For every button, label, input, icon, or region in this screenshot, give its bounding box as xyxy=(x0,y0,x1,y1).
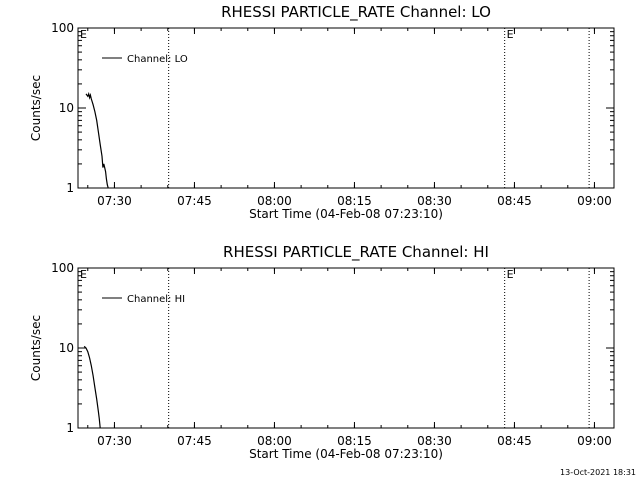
x-tick-label: 07:45 xyxy=(177,434,212,448)
x-tick-label: 08:15 xyxy=(337,434,372,448)
event-marker-label: E xyxy=(507,268,514,281)
footer-timestamp: 13-Oct-2021 18:31 xyxy=(560,468,636,477)
legend-entry: Channel: LO xyxy=(127,54,188,65)
x-tick-label: 08:00 xyxy=(257,434,292,448)
y-tick-label: 1 xyxy=(66,421,74,435)
x-axis-label: Start Time (04-Feb-08 07:23:10) xyxy=(249,447,443,461)
event-marker-label: E xyxy=(507,28,514,41)
y-tick-label: 10 xyxy=(59,101,74,115)
y-tick-label: 1 xyxy=(66,181,74,195)
event-marker-label: E xyxy=(80,268,87,281)
series-line-1 xyxy=(85,91,109,189)
chart-title: RHESSI PARTICLE_RATE Channel: LO xyxy=(221,3,491,22)
x-tick-label: 07:30 xyxy=(97,194,132,208)
y-tick-label: 100 xyxy=(51,21,74,35)
x-tick-label: 08:30 xyxy=(417,434,452,448)
y-tick-label: 10 xyxy=(59,341,74,355)
y-axis-label: Counts/sec xyxy=(29,315,43,381)
x-tick-label: 08:45 xyxy=(497,194,532,208)
x-tick-label: 08:45 xyxy=(497,434,532,448)
chart-title: RHESSI PARTICLE_RATE Channel: HI xyxy=(223,243,489,262)
x-axis-label: Start Time (04-Feb-08 07:23:10) xyxy=(249,207,443,221)
event-marker-label: E xyxy=(80,28,87,41)
x-tick-label: 07:45 xyxy=(177,194,212,208)
x-tick-label: 08:30 xyxy=(417,194,452,208)
series-line-1 xyxy=(83,345,101,429)
x-tick-label: 09:00 xyxy=(577,434,612,448)
x-tick-label: 08:15 xyxy=(337,194,372,208)
x-tick-label: 08:00 xyxy=(257,194,292,208)
legend-entry: Channel: HI xyxy=(127,294,185,305)
y-axis-label: Counts/sec xyxy=(29,75,43,141)
panel-2: RHESSI PARTICLE_RATE Channel: HI 07:30 07:… xyxy=(29,243,615,461)
y-tick-label: 100 xyxy=(51,261,74,275)
x-tick-label: 07:30 xyxy=(97,434,132,448)
x-tick-label: 09:00 xyxy=(577,194,612,208)
panel-1: RHESSI PARTICLE_RATE Channel: LO 07:30 07:… xyxy=(29,3,615,221)
